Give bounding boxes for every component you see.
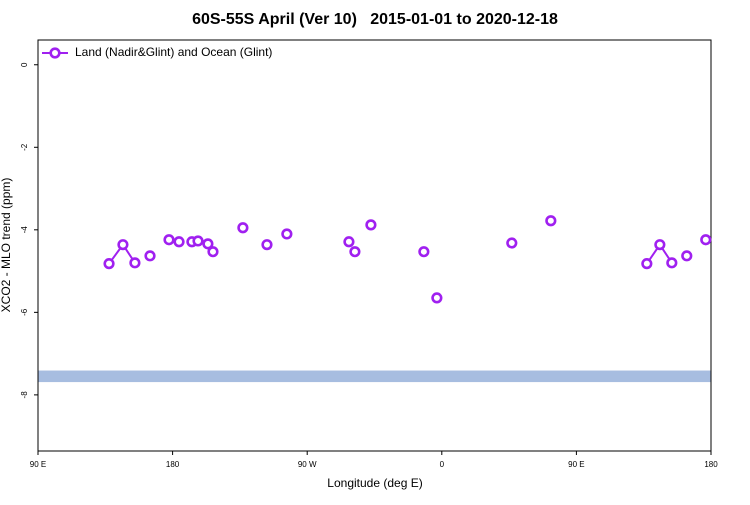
y-tick-label: -2 bbox=[20, 143, 29, 151]
chart-title: 60S-55S April (Ver 10) 2015-01-01 to 202… bbox=[192, 11, 558, 28]
y-tick-label: -6 bbox=[20, 308, 29, 316]
x-tick-label: 90 E bbox=[568, 460, 584, 469]
data-point bbox=[641, 258, 653, 270]
data-point bbox=[117, 239, 129, 251]
y-axis-label: XCO2 - MLO trend (ppm) bbox=[0, 178, 13, 313]
data-point bbox=[192, 235, 204, 247]
data-point bbox=[281, 228, 293, 240]
x-axis-label: Longitude (deg E) bbox=[327, 476, 422, 490]
plot-frame bbox=[37, 39, 712, 452]
data-point bbox=[173, 236, 185, 248]
data-point bbox=[418, 246, 430, 258]
legend-marker bbox=[49, 47, 61, 59]
data-point bbox=[349, 246, 361, 258]
legend-label: Land (Nadir&Glint) and Ocean (Glint) bbox=[75, 45, 272, 59]
data-point bbox=[506, 237, 518, 249]
x-tick-label: 0 bbox=[440, 460, 445, 469]
x-tick-label: 90 E bbox=[30, 460, 46, 469]
data-point bbox=[207, 246, 219, 258]
y-tick-label: -4 bbox=[20, 226, 29, 234]
data-point bbox=[700, 234, 712, 246]
x-tick-label: 180 bbox=[704, 460, 718, 469]
data-point bbox=[129, 257, 141, 269]
data-point bbox=[144, 250, 156, 262]
data-point bbox=[365, 219, 377, 231]
data-point bbox=[163, 234, 175, 246]
x-tick-label: 180 bbox=[166, 460, 180, 469]
data-point bbox=[681, 250, 693, 262]
data-point bbox=[654, 239, 666, 251]
reference-band bbox=[38, 370, 711, 383]
x-tick-label: 90 W bbox=[298, 460, 317, 469]
data-point bbox=[261, 239, 273, 251]
y-tick-label: 0 bbox=[20, 62, 29, 67]
data-point bbox=[431, 292, 443, 304]
y-tick-label: -8 bbox=[20, 391, 29, 399]
data-point bbox=[343, 236, 355, 248]
data-point bbox=[103, 258, 115, 270]
data-point bbox=[545, 215, 557, 227]
data-point bbox=[666, 257, 678, 269]
data-point bbox=[202, 238, 214, 250]
data-point bbox=[237, 222, 249, 234]
